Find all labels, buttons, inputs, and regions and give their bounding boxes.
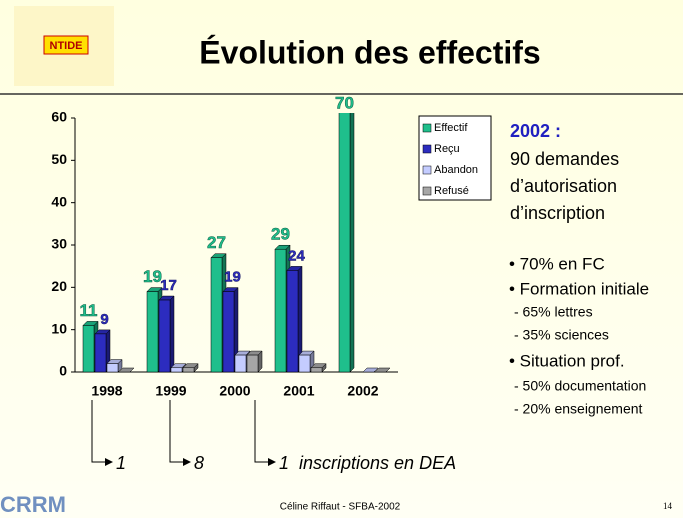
bar xyxy=(339,76,350,372)
bullet: - 65% lettres xyxy=(514,304,593,320)
bar xyxy=(299,355,310,372)
y-tick-label: 30 xyxy=(51,236,67,252)
bar xyxy=(107,364,118,372)
bar xyxy=(247,355,258,372)
sidebar-line: 90 demandes xyxy=(510,149,619,169)
y-tick-label: 50 xyxy=(51,151,67,167)
sidebar-heading: 2002 : xyxy=(510,121,561,141)
annotation: 1 xyxy=(116,453,126,473)
bar xyxy=(171,368,182,372)
bullet: • Formation initiale xyxy=(509,279,649,298)
x-tick-label: 2002 xyxy=(347,383,378,399)
bar xyxy=(287,270,298,372)
y-tick-label: 40 xyxy=(51,193,67,209)
y-tick-label: 60 xyxy=(51,109,67,125)
bullet: • 70% en FC xyxy=(509,254,605,273)
data-label: 19 xyxy=(224,269,241,286)
bar xyxy=(159,300,170,372)
legend-label: Effectif xyxy=(434,122,468,134)
data-label: 17 xyxy=(160,277,177,294)
y-tick-label: 0 xyxy=(59,363,67,379)
x-tick-label: 2000 xyxy=(219,383,250,399)
data-label: 27 xyxy=(207,233,226,252)
x-tick-label: 1999 xyxy=(155,383,186,399)
x-tick-label: 1998 xyxy=(91,383,122,399)
bar-side xyxy=(170,296,174,372)
slide: NTIDE Évolution des effectifs 2002 : 90 … xyxy=(0,0,683,518)
page-number: 14 xyxy=(663,501,673,511)
footer-logo: CRRM xyxy=(0,492,66,517)
data-label: 11 xyxy=(80,301,98,320)
annotation: 1 inscriptions en DEA xyxy=(279,453,456,473)
bar xyxy=(211,258,222,372)
legend-swatch xyxy=(423,124,431,132)
data-label: 70 xyxy=(335,93,354,112)
data-label: 9 xyxy=(100,311,108,328)
data-label: 24 xyxy=(288,247,305,264)
bar xyxy=(95,334,106,372)
bar xyxy=(235,355,246,372)
legend-swatch xyxy=(423,166,431,174)
logo-text: NTIDE xyxy=(50,40,83,52)
bullet: - 35% sciences xyxy=(514,327,609,343)
sidebar-line: d’autorisation xyxy=(510,176,617,196)
annotation: 8 xyxy=(194,453,204,473)
bullet: - 50% documentation xyxy=(514,378,646,394)
legend-label: Abandon xyxy=(434,164,478,176)
data-label: 29 xyxy=(271,225,290,244)
bullet: - 20% enseignement xyxy=(514,401,643,417)
bar-side xyxy=(350,72,354,372)
x-tick-label: 2001 xyxy=(283,383,314,399)
bar xyxy=(223,292,234,372)
y-tick-label: 20 xyxy=(51,278,67,294)
footer-author: Céline Riffaut - SFBA-2002 xyxy=(280,502,401,513)
legend-label: Refusé xyxy=(434,185,469,197)
data-label: 19 xyxy=(143,267,162,286)
bar xyxy=(183,368,194,372)
sidebar-line: d’inscription xyxy=(510,203,605,223)
bar xyxy=(83,325,94,372)
legend-swatch xyxy=(423,187,431,195)
legend-swatch xyxy=(423,145,431,153)
y-tick-label: 10 xyxy=(51,320,67,336)
bar xyxy=(275,249,286,372)
legend-label: Reçu xyxy=(434,143,460,155)
bar xyxy=(147,292,158,372)
slide-title: Évolution des effectifs xyxy=(199,34,540,70)
bar xyxy=(311,368,322,372)
bullet: • Situation prof. xyxy=(509,351,625,370)
